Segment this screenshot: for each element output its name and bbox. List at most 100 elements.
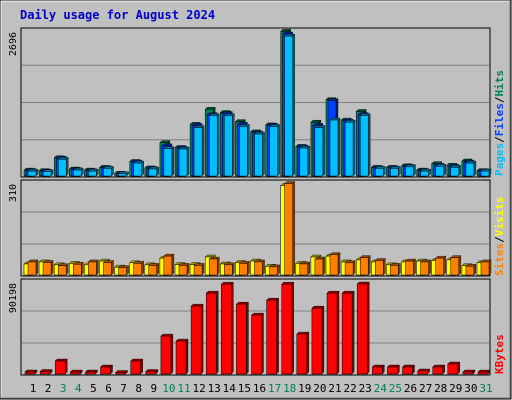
bar-sites-day-25-face xyxy=(390,265,399,276)
bar-kbytes-day-11-face xyxy=(175,340,187,375)
bar-kbytes-day-7 xyxy=(115,370,129,375)
bar-sites-day-30-face xyxy=(465,266,475,276)
bar-sites-day-4 xyxy=(72,261,84,276)
bar-pages-day-8-side xyxy=(141,160,144,177)
bar-pages-day-19 xyxy=(299,145,311,177)
bar-kbytes-day-10-face xyxy=(160,335,172,375)
bar-sites-day-23-side xyxy=(368,255,371,276)
bar-sites-day-16-side xyxy=(262,259,265,276)
bar-kbytes-day-9 xyxy=(145,369,159,375)
bar-pages-day-26-side xyxy=(413,164,416,177)
x-label-day-10: 10 xyxy=(162,382,175,395)
bar-kbytes-day-12-face xyxy=(190,305,202,375)
bar-kbytes-day-31 xyxy=(477,369,491,375)
x-label-day-29: 29 xyxy=(449,382,462,395)
bar-sites-day-17 xyxy=(269,264,281,276)
legend-hits: Hits xyxy=(493,70,506,97)
bar-kbytes-day-11-side xyxy=(185,338,189,375)
bar-kbytes-day-25-face xyxy=(387,366,398,375)
bar-sites-day-24-side xyxy=(383,258,386,276)
x-label-day-23: 23 xyxy=(359,382,372,395)
bar-sites-day-22 xyxy=(344,260,356,276)
bar-kbytes-day-13-face xyxy=(205,292,217,375)
bar-kbytes-day-21 xyxy=(326,290,340,375)
bar-kbytes-day-15 xyxy=(235,301,249,375)
bar-sites-day-12-face xyxy=(193,265,203,276)
legend-middle: Sites/Visits xyxy=(493,197,506,277)
bar-pages-day-28-side xyxy=(443,163,446,177)
bar-pages-day-13 xyxy=(208,113,220,177)
x-label-day-21: 21 xyxy=(328,382,341,395)
bar-pages-day-28-face xyxy=(435,166,444,177)
bar-pages-day-17-face xyxy=(269,126,278,177)
bar-sites-day-29-face xyxy=(450,257,460,276)
bar-sites-day-14-face xyxy=(224,264,233,276)
bar-kbytes-day-16 xyxy=(251,312,264,375)
bar-sites-day-13 xyxy=(208,256,220,276)
bar-kbytes-day-20-side xyxy=(321,305,325,375)
bar-pages-day-6 xyxy=(103,165,114,177)
x-label-day-16: 16 xyxy=(253,382,266,395)
bar-sites-day-21 xyxy=(329,252,341,276)
bar-sites-day-27 xyxy=(420,259,432,276)
bar-pages-day-14-side xyxy=(232,113,235,177)
x-label-day-6: 6 xyxy=(105,382,112,395)
ymax-label-middle: 310 xyxy=(8,184,19,202)
bar-kbytes-day-27 xyxy=(417,368,431,375)
bar-kbytes-day-6 xyxy=(100,364,113,375)
legend-bottom: KBytes xyxy=(493,334,506,374)
bar-pages-day-30-side xyxy=(473,160,477,177)
legend-top: Pages/Files/Hits xyxy=(493,70,506,176)
bar-pages-day-29-face xyxy=(450,167,460,177)
bar-pages-day-19-face xyxy=(299,147,309,177)
bar-kbytes-day-21-side xyxy=(336,290,340,375)
bar-pages-day-4-face xyxy=(73,169,82,177)
bar-pages-day-29-side xyxy=(458,164,461,177)
bar-sites-day-7-face xyxy=(118,267,127,276)
bar-pages-day-19-side xyxy=(307,145,310,177)
bar-kbytes-day-15-face xyxy=(236,303,247,375)
bar-kbytes-day-8-face xyxy=(130,360,141,375)
bar-kbytes-day-20 xyxy=(311,305,325,375)
bar-sites-day-6 xyxy=(103,260,114,276)
bar-sites-day-1-side xyxy=(35,259,39,276)
legend-sep-1: / xyxy=(493,136,506,143)
bar-pages-day-16 xyxy=(254,131,265,177)
bar-sites-day-3 xyxy=(57,263,69,276)
bar-pages-day-3-side xyxy=(65,156,69,177)
x-label-day-25: 25 xyxy=(389,382,402,395)
bar-sites-day-30 xyxy=(465,263,477,276)
bar-sites-day-2-face xyxy=(42,262,52,276)
bar-pages-day-8 xyxy=(133,160,145,177)
bar-sites-day-13-side xyxy=(216,256,220,276)
legend-files: Files xyxy=(493,103,506,136)
bar-kbytes-day-18 xyxy=(281,281,295,375)
bar-pages-day-25-side xyxy=(398,165,401,177)
bar-kbytes-day-26-face xyxy=(402,366,413,375)
bar-sites-day-11-side xyxy=(186,262,190,276)
x-label-day-17: 17 xyxy=(268,382,281,395)
bar-pages-day-9-face xyxy=(148,168,158,177)
bar-sites-day-24-face xyxy=(375,260,384,276)
bar-sites-day-18-face xyxy=(284,183,293,276)
bar-sites-day-31 xyxy=(480,259,492,276)
bar-pages-day-3 xyxy=(57,156,69,177)
bar-kbytes-day-6-face xyxy=(100,366,111,375)
bar-pages-day-3-face xyxy=(57,159,67,177)
bar-pages-day-25-face xyxy=(390,168,399,177)
bar-sites-day-30-side xyxy=(473,263,477,276)
x-label-day-8: 8 xyxy=(135,382,142,395)
bar-sites-day-14 xyxy=(223,262,235,276)
bar-kbytes-day-29-side xyxy=(457,361,460,375)
bar-pages-day-29 xyxy=(450,164,462,177)
bar-sites-day-21-side xyxy=(337,252,341,276)
bar-kbytes-day-19 xyxy=(296,331,310,375)
bar-kbytes-day-14-face xyxy=(221,283,232,375)
bar-sites-day-28-face xyxy=(435,257,444,276)
bar-kbytes-day-28 xyxy=(432,364,446,375)
ymax-label-top: 2696 xyxy=(8,32,19,56)
bar-kbytes-day-10-side xyxy=(170,333,174,375)
bar-sites-day-12-side xyxy=(201,262,205,276)
bar-kbytes-day-14 xyxy=(220,281,234,375)
